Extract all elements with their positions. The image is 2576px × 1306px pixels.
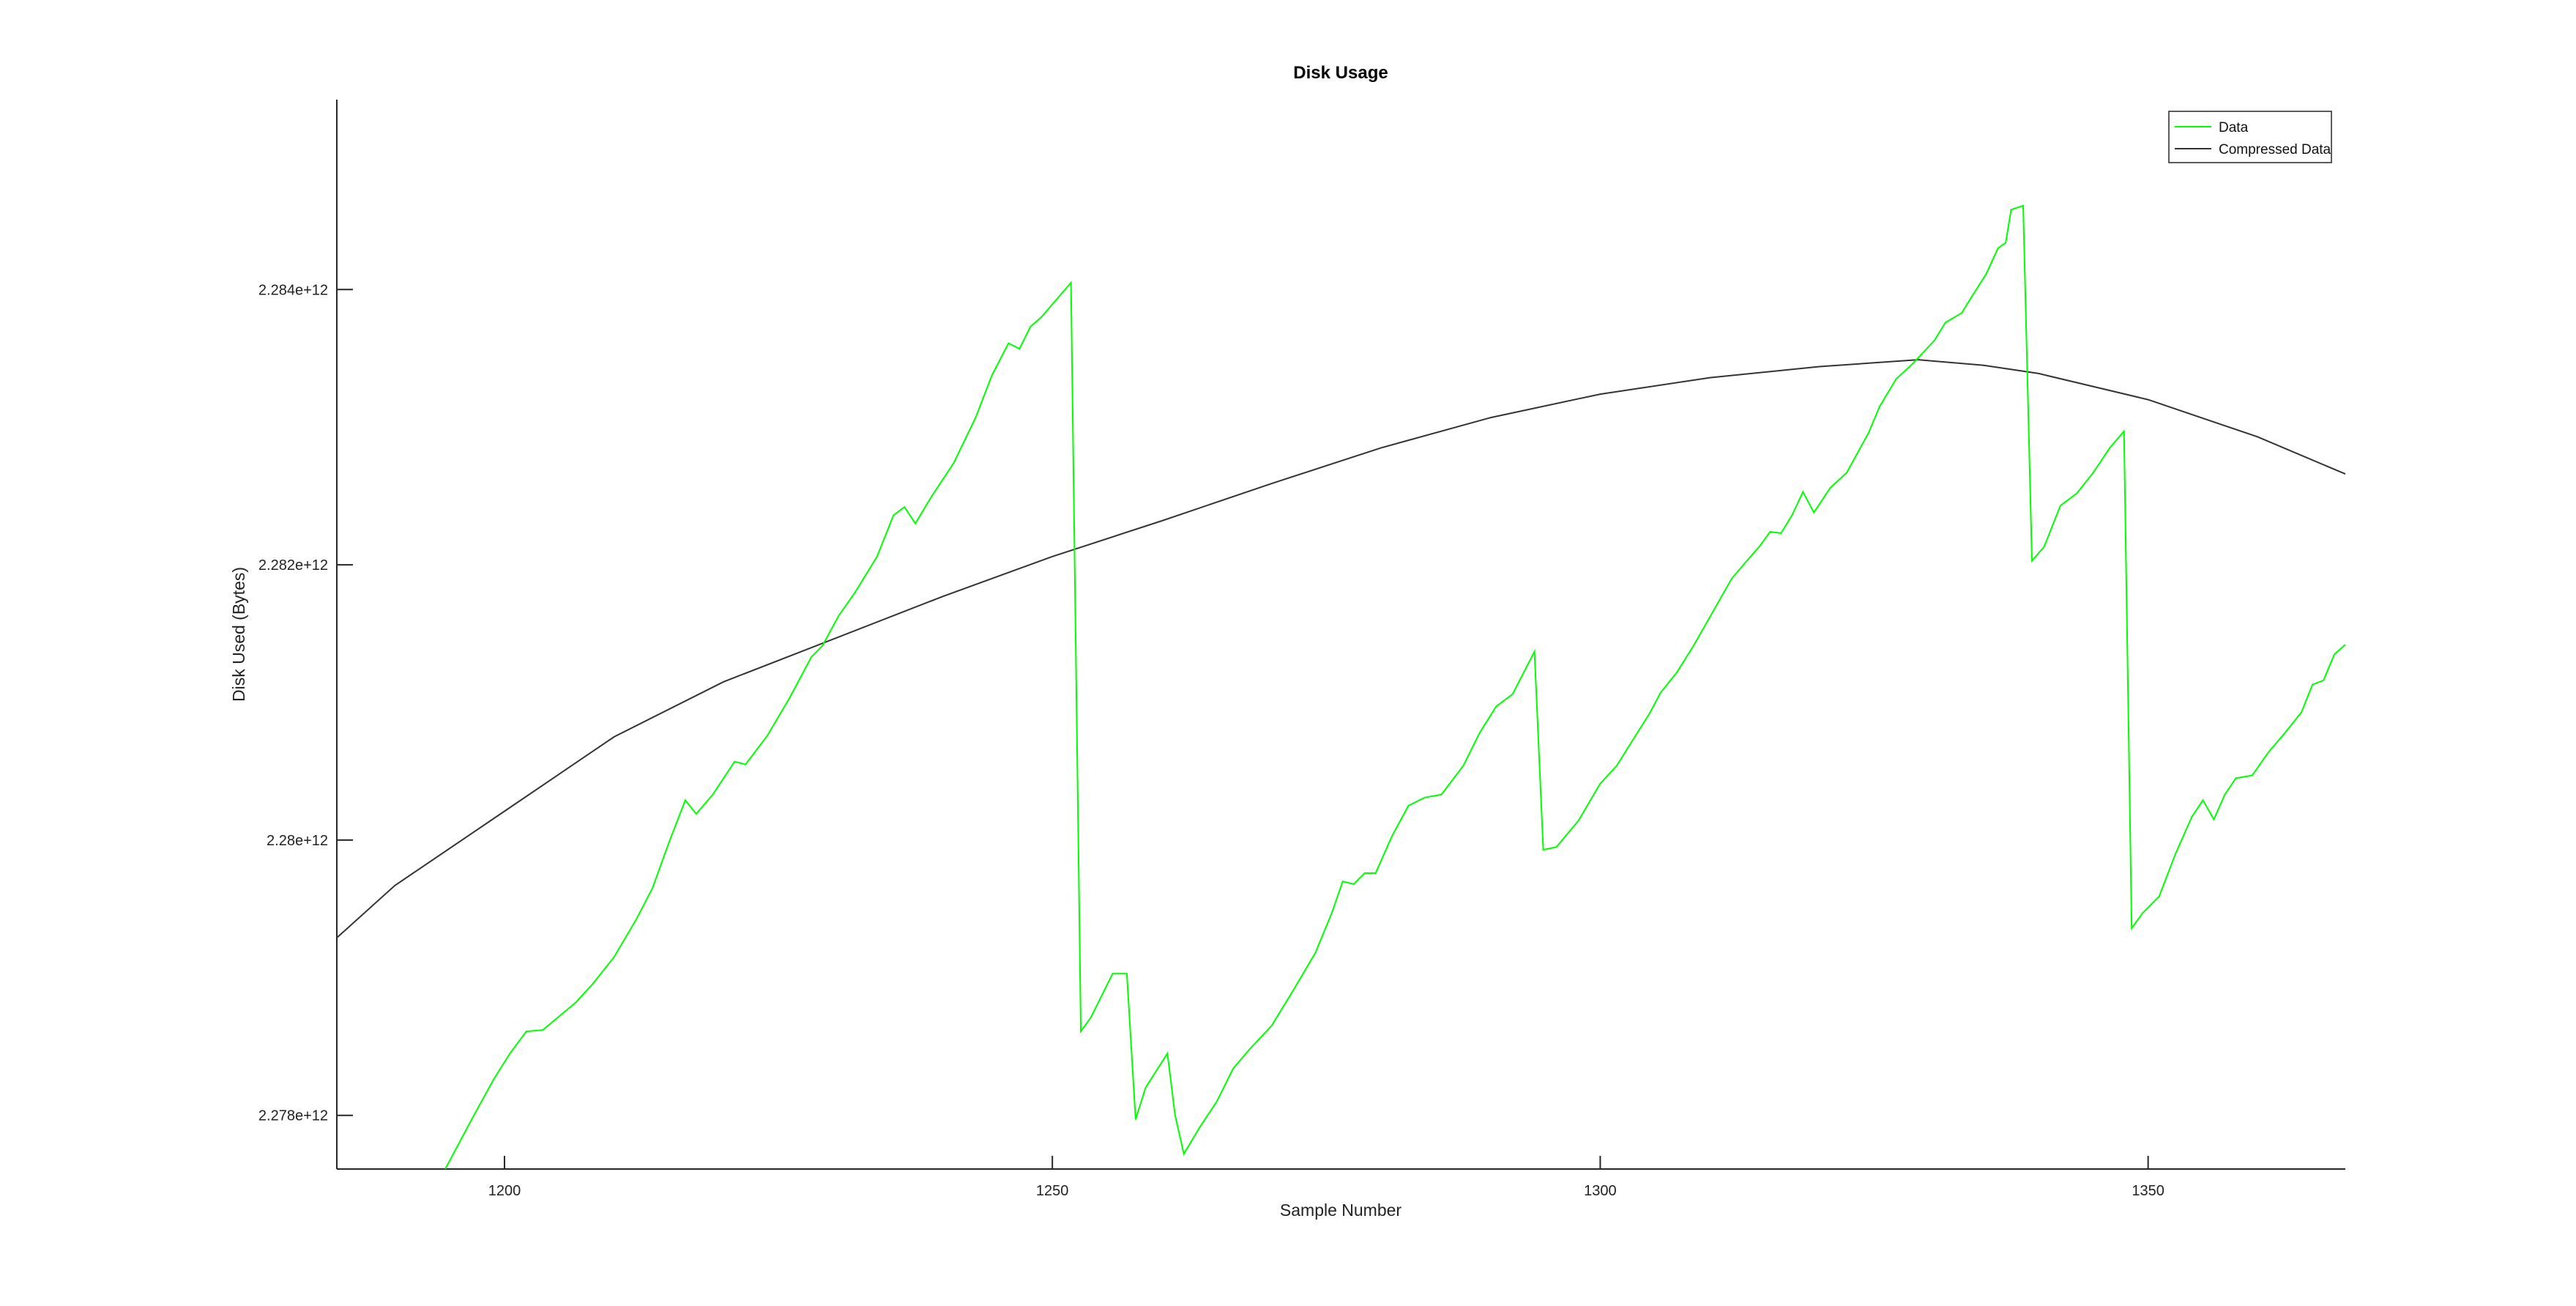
legend-label-compressed-data: Compressed Data [2219, 142, 2331, 157]
x-tick-label: 1300 [1584, 1183, 1617, 1199]
y-tick-label: 2.278e+12 [258, 1108, 328, 1124]
chart-title: Disk Usage [1293, 63, 1388, 83]
legend-label-data: Data [2219, 120, 2249, 136]
x-tick-label: 1200 [488, 1183, 521, 1199]
x-axis-label: Sample Number [1280, 1201, 1402, 1220]
legend: Data Compressed Data [2168, 111, 2332, 163]
x-ticks: 1200 1250 1300 1350 [488, 1156, 2164, 1199]
plot-area [336, 204, 2346, 1170]
series-line-compressed-data [336, 359, 2346, 939]
x-tick-label: 1250 [1036, 1183, 1069, 1199]
series-line-data [444, 204, 2346, 1170]
y-tick-label: 2.28e+12 [267, 833, 328, 849]
y-axis-label: Disk Used (Bytes) [229, 567, 248, 702]
legend-box [2168, 111, 2332, 163]
y-tick-label: 2.282e+12 [258, 557, 328, 574]
x-tick-label: 1350 [2132, 1183, 2164, 1199]
axes [336, 100, 2345, 1170]
y-ticks: 2.278e+12 2.28e+12 2.282e+12 2.284e+12 [258, 282, 353, 1124]
y-tick-label: 2.284e+12 [258, 282, 328, 298]
